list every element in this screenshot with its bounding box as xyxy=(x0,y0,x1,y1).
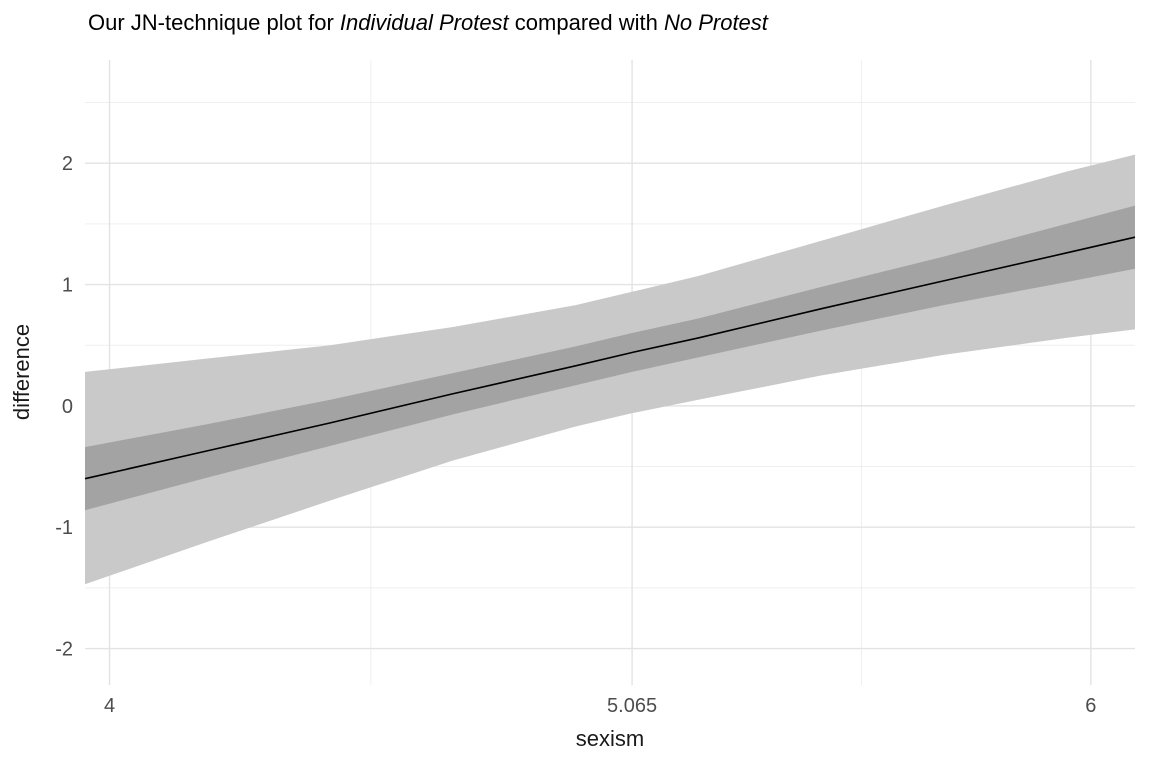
difference-line xyxy=(84,236,1136,480)
x-tick-label: 6 xyxy=(1085,695,1096,717)
y-tick-label: -2 xyxy=(55,639,73,661)
title-text-part-1: Our JN-technique plot for xyxy=(88,10,340,35)
x-axis-label: sexism xyxy=(575,726,645,751)
chart-title: Our JN-technique plot for Individual Pro… xyxy=(88,10,768,36)
y-tick-label: 1 xyxy=(62,275,73,297)
y-tick-label: 2 xyxy=(62,153,73,175)
title-italic-no-protest: No Protest xyxy=(663,10,768,35)
y-tick-label: 0 xyxy=(62,396,73,418)
y-tick-label: -1 xyxy=(55,517,73,539)
x-tick-label: 4 xyxy=(104,695,115,717)
x-tick-label: 5.065 xyxy=(607,695,657,717)
title-italic-individual-protest: Individual Protest xyxy=(339,10,509,35)
title-text-part-2: compared with xyxy=(508,10,664,35)
y-axis-label: difference xyxy=(9,323,34,421)
